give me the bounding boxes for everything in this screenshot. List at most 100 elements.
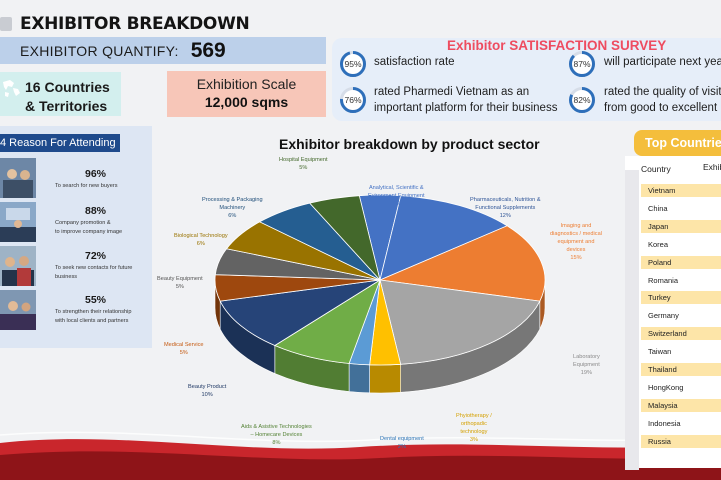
label-analytical: Analytical, Scientific & Evironment Equi… <box>368 184 425 208</box>
countries-line-1: 16 Countries <box>25 79 110 95</box>
top-countries-panel <box>625 156 721 468</box>
country-row-vietnam: Vietnam <box>641 184 721 197</box>
label-physio-line-1: Phyiotherapy / <box>456 413 492 419</box>
pie-slice-5-side-0 <box>348 363 370 394</box>
label-aids-line-2: – Homecare Devices <box>250 432 303 438</box>
reason-photo-4 <box>0 290 36 330</box>
pie-slice-12 <box>308 195 381 281</box>
country-row-malaysia: Malaysia <box>641 398 721 412</box>
label-hospital-value: 5% <box>299 165 308 171</box>
label-imaging-value: 15% <box>570 255 582 261</box>
country-row-turkey: Turkey <box>641 291 721 305</box>
column-header-exhibitors: Exhibitors <box>703 162 721 172</box>
survey-text-0: satisfaction rate <box>374 54 455 70</box>
label-dental: Dental equipment 2% <box>380 435 424 451</box>
label-lab-value: 19% <box>580 370 592 376</box>
top-countries-panel-edge <box>625 170 639 470</box>
survey-text-3-line-1: rated the quality of visitors <box>604 86 721 98</box>
label-dental-line-1: Dental equipment <box>380 436 424 442</box>
survey-ring-2 <box>340 87 366 113</box>
country-row-thailand: Thailand <box>641 363 721 376</box>
label-processing: Processing & Packaging Machinery 6% <box>202 196 263 220</box>
pie-slice-4-side-0 <box>369 364 401 394</box>
column-header-country: Country <box>641 164 671 174</box>
label-processing-line-1: Processing & Packaging <box>202 197 263 203</box>
label-physio-line-2: orthopadic <box>460 421 487 427</box>
label-medical-value: 5% <box>179 350 188 356</box>
survey-text-3-line-2: from good to excellent <box>604 102 718 114</box>
country-row-taiwan: Taiwan <box>648 347 672 357</box>
label-processing-line-2: Machinery <box>219 205 246 211</box>
countries-line-2: & Territories <box>25 98 108 114</box>
survey-pct-3: 82% <box>573 95 591 105</box>
reason-photo-1 <box>0 158 36 198</box>
survey-text-2-line-1: rated Pharmedi Vietnam as an <box>374 86 530 98</box>
country-row-hongkong: HongKong <box>648 382 684 392</box>
reason-text-2-line-1: Company promotion & <box>55 220 111 226</box>
label-medical-line-1: Medical Service <box>164 342 204 348</box>
label-imaging-line-1: Imaging and <box>560 223 592 229</box>
label-imaging-line-3: equipment and <box>557 239 595 245</box>
top-countries-header: Top Countries <box>634 130 721 156</box>
country-row-korea: Korea <box>648 239 669 249</box>
reason-text-3-line-1: To seek new contacts for future <box>55 265 133 271</box>
label-beauty-product-value: 10% <box>201 392 213 398</box>
reasons-header: 4 Reason For Attending <box>0 134 120 152</box>
logo-icon <box>0 17 12 31</box>
country-row-japan: Japan <box>641 219 721 233</box>
label-bio: Biological Technology 6% <box>174 232 228 248</box>
label-imaging-line-4: devices <box>566 247 586 253</box>
label-pharma-value: 12% <box>499 213 511 219</box>
label-hospital-line-1: Hospital Equipment <box>279 157 328 163</box>
survey-text-2: rated Pharmedi Vietnam as an important p… <box>374 84 557 116</box>
label-medical: Medical Service 5% <box>164 341 203 357</box>
label-imaging: Imaging and diagnostics / medical equipm… <box>550 222 602 262</box>
pie-slice-7 <box>219 279 381 346</box>
page-title: EXHIBITOR BREAKDOWN <box>20 14 250 34</box>
exhibitor-quantify-label: EXHIBITOR QUANTIFY: <box>20 42 179 59</box>
reason-pct-2: 88% <box>84 205 106 217</box>
label-aids-value: 8% <box>272 440 281 446</box>
reason-text-1: To search for new buyers <box>55 182 151 191</box>
label-bio-value: 6% <box>196 241 205 247</box>
countries-box <box>0 72 121 116</box>
reason-photo-2 <box>0 202 36 242</box>
country-row-china: China <box>648 203 668 213</box>
label-dental-value: 2% <box>397 444 406 450</box>
label-physio-value: 3% <box>469 437 478 443</box>
exhibitor-quantify-value: 569 <box>190 38 226 62</box>
label-hospital: Hospital Equipment 5% <box>279 156 328 172</box>
country-row-switzerland: Switzerland <box>641 327 721 341</box>
label-analytical-line-1: Analytical, Scientific & <box>368 185 424 191</box>
survey-pct-2: 76% <box>344 95 362 105</box>
label-aids: Aids & Asistive Technologies – Homecare … <box>241 423 312 447</box>
survey-text-3: rated the quality of visitors from good … <box>604 84 721 116</box>
survey-title: Exhibitor SATISFACTION SURVEY <box>447 38 667 53</box>
survey-ring-0 <box>340 51 366 77</box>
reason-text-3-line-2: business <box>55 274 78 280</box>
reason-text-4-line-1: To strengthen their relationship <box>55 309 132 315</box>
label-beauty-product: Beauty Product 10% <box>188 383 226 399</box>
sector-pie-chart <box>214 194 546 394</box>
reason-text-1-line-1: To search for new buyers <box>55 183 118 189</box>
label-aids-line-1: Aids & Asistive Technologies <box>241 424 312 430</box>
reason-photo-3 <box>0 246 36 286</box>
survey-text-1-line: will participate next year <box>604 56 721 68</box>
label-bio-line-1: Biological Technology <box>174 233 228 239</box>
label-analytical-line-2: Evironment Equipment <box>368 193 425 199</box>
survey-text-1: will participate next year <box>604 54 721 70</box>
survey-text-2-line-2: important platform for their business <box>374 102 558 114</box>
label-pharma: Pharmaceuticals, Nutrition & Functional … <box>470 196 541 220</box>
exhibition-scale-label: Exhibition Scale <box>196 76 297 92</box>
pie-slice-3 <box>379 279 541 365</box>
label-pharma-line-2: Functional Supplements <box>475 205 536 211</box>
survey-ring-1 <box>569 51 595 77</box>
world-map-icon <box>3 80 20 97</box>
label-beauty-equipment-line-1: Beauty Equipment <box>157 276 203 282</box>
country-row-russia: Russia <box>641 434 721 448</box>
reason-text-4: To strengthen their relationship with lo… <box>55 308 151 326</box>
survey-text-0-line: satisfaction rate <box>374 56 455 68</box>
label-beauty-equipment-value: 5% <box>175 284 184 290</box>
label-physio-line-3: technology <box>460 429 488 435</box>
label-beauty-product-line-1: Beauty Product <box>188 384 227 390</box>
